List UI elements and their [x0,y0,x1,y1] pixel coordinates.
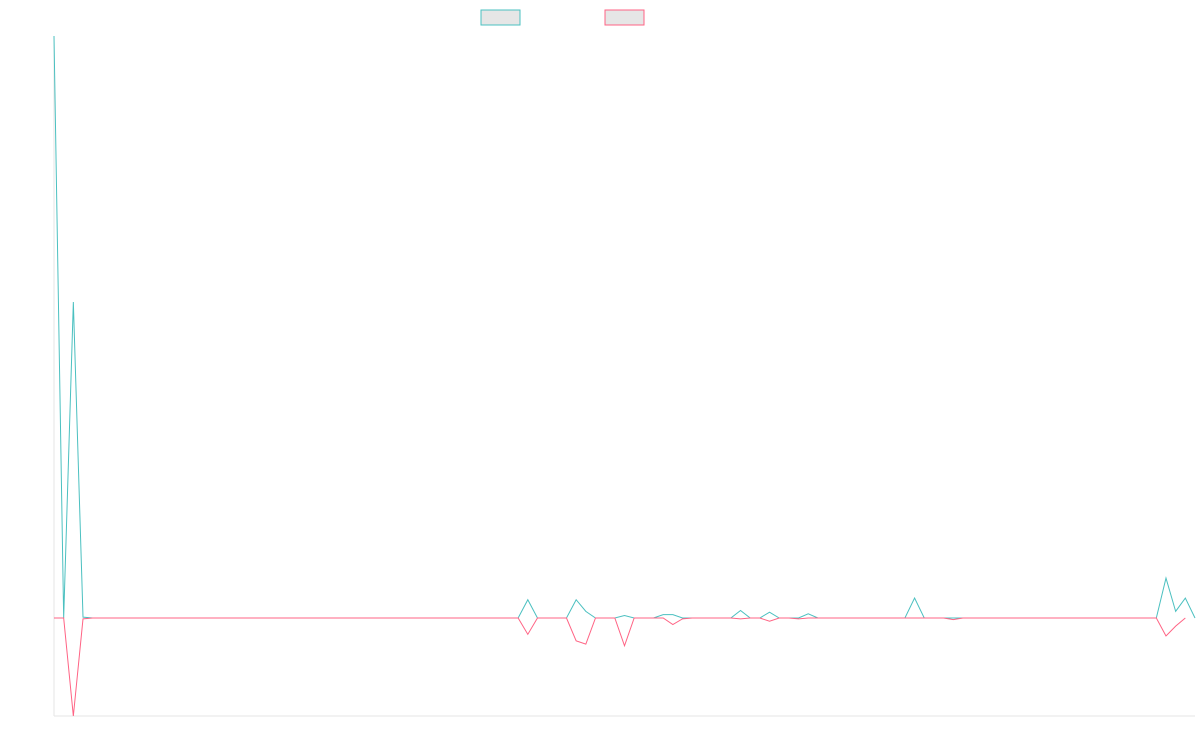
series-line-2 [54,617,1186,717]
series-layer [53,35,1196,717]
axes [53,36,1195,717]
legend-swatch-1[interactable] [480,9,521,26]
legend [480,9,645,26]
legend-swatch-2[interactable] [604,9,645,26]
series-line-1 [53,35,1196,619]
